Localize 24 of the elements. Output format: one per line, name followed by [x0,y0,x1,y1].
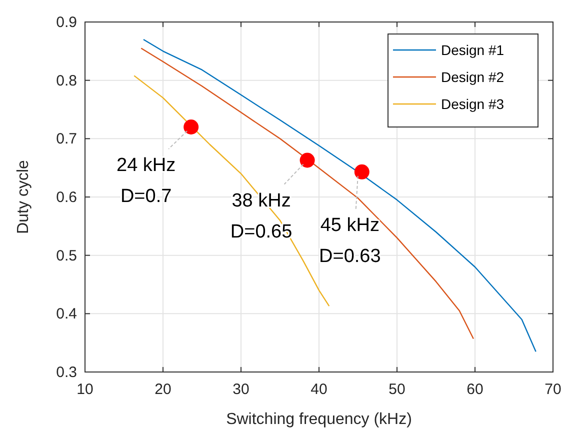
y-tick-label: 0.5 [56,247,77,264]
legend-label: Design #1 [441,42,504,58]
x-tick-label: 40 [310,381,328,398]
x-tick-label: 20 [154,381,172,398]
x-tick-label: 50 [388,381,406,398]
legend-label: Design #3 [441,96,504,112]
x-tick-label: 30 [232,381,250,398]
annotation: 45 kHz D=0.63 [319,214,381,267]
x-tick-label: 60 [466,381,484,398]
legend-label: Design #2 [441,69,504,85]
point [354,164,370,180]
x-axis-title: Switching frequency (kHz) [226,411,412,428]
x-tick-label: 70 [544,381,562,398]
y-tick-label: 0.7 [56,130,77,148]
point [300,152,315,168]
y-tick-label: 0.8 [56,72,77,90]
x-tick-label: 10 [76,381,94,398]
y-tick-label: 0.6 [56,189,77,206]
annotation: 24 kHz D=0.7 [116,155,176,207]
y-tick-label: 0.9 [56,14,77,31]
y-axis-title: Duty cycle [15,160,32,234]
y-tick-label: 0.3 [56,364,77,381]
point [184,120,199,134]
y-tick-label: 0.4 [56,306,77,323]
